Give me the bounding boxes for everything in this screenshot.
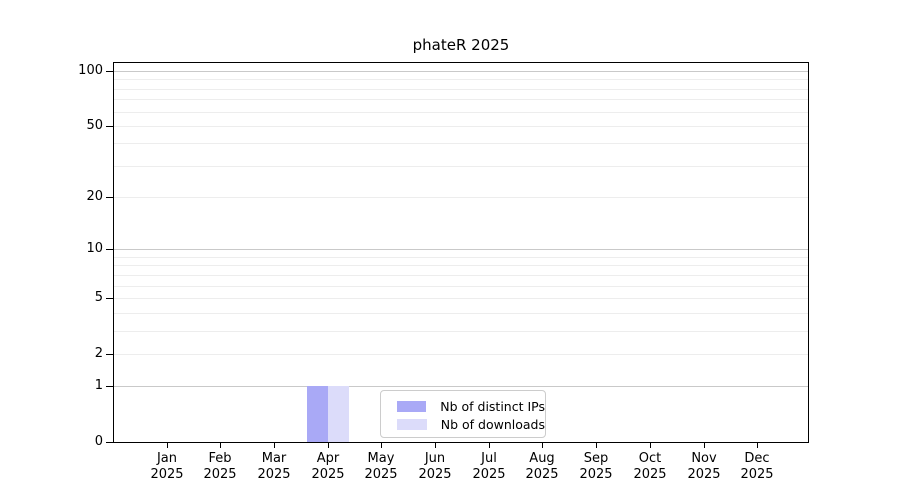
y-tick-label: 10 [86,241,103,256]
y-tick [106,386,113,387]
x-tick-month: Sep [583,451,609,466]
x-tick-month: Oct [638,451,662,466]
gridline-major [114,71,808,72]
gridline-major [114,386,808,387]
legend: Nb of distinct IPs Nb of downloads [380,390,546,438]
x-tick-label-jan: Jan 2025 [135,451,199,483]
gridline-minor [114,89,808,90]
gridline-major [114,249,808,250]
x-tick [167,443,168,448]
gridline-minor [114,286,808,287]
x-tick-label-sep: Sep 2025 [564,451,628,483]
y-tick [106,442,113,443]
x-tick-year: 2025 [150,467,184,482]
x-tick-month: Jul [481,451,497,466]
x-tick [704,443,705,448]
legend-row: Nb of distinct IPs [397,397,545,415]
x-tick [489,443,490,448]
gridline-minor [114,298,808,299]
y-tick [106,71,113,72]
x-tick [596,443,597,448]
x-tick-label-oct: Oct 2025 [618,451,682,483]
x-tick-month: Nov [691,451,717,466]
x-tick-label-nov: Nov 2025 [672,451,736,483]
x-tick-label-apr: Apr 2025 [296,451,360,483]
y-tick [106,298,113,299]
bar-nb-of-distinct-ips-apr [307,386,328,442]
gridline-minor [114,99,808,100]
x-tick-year: 2025 [311,467,345,482]
y-tick [106,249,113,250]
x-tick [542,443,543,448]
x-tick-month: Jan [156,451,178,466]
x-tick [381,443,382,448]
x-tick-year: 2025 [257,467,291,482]
x-tick-label-jul: Jul 2025 [457,451,521,483]
y-tick [106,354,113,355]
legend-label: Nb of distinct IPs [440,398,545,414]
x-tick-year: 2025 [418,467,452,482]
x-tick-label-feb: Feb 2025 [188,451,252,483]
x-tick-year: 2025 [687,467,721,482]
x-tick [274,443,275,448]
gridline-minor [114,112,808,113]
x-tick [220,443,221,448]
x-tick-year: 2025 [364,467,398,482]
x-tick-year: 2025 [740,467,774,482]
x-tick [757,443,758,448]
x-tick-label-jun: Jun 2025 [403,451,467,483]
gridline-minor [114,275,808,276]
gridline-minor [114,143,808,144]
x-tick-label-dec: Dec 2025 [725,451,789,483]
x-tick-month: May [367,451,395,466]
gridline-minor [114,331,808,332]
legend-label: Nb of downloads [440,416,545,432]
y-tick [106,197,113,198]
x-tick-label-mar: Mar 2025 [242,451,306,483]
y-tick-label: 1 [94,378,103,393]
x-tick [328,443,329,448]
x-tick-year: 2025 [633,467,667,482]
legend-swatch-nb-of-distinct-ips [397,400,427,412]
x-tick [435,443,436,448]
x-tick-label-aug: Aug 2025 [510,451,574,483]
gridline-minor [114,257,808,258]
y-tick-label: 20 [86,189,103,204]
y-tick-label: 5 [94,290,103,305]
gridline-minor [114,197,808,198]
gridline-minor [114,79,808,80]
y-tick-label: 0 [94,434,103,449]
plot-area [113,62,809,443]
gridline-minor [114,265,808,266]
gridline-minor [114,166,808,167]
x-tick-year: 2025 [525,467,559,482]
bar-nb-of-downloads-apr [328,386,349,442]
gridline-minor [114,126,808,127]
x-tick-label-may: May 2025 [349,451,413,483]
y-tick-label: 2 [94,346,103,361]
legend-row: Nb of downloads [397,415,545,433]
gridline-minor [114,354,808,355]
x-tick-year: 2025 [203,467,237,482]
legend-swatch-nb-of-downloads [397,418,427,430]
chart-title: phateR 2025 [412,36,510,54]
x-tick-month: Apr [316,451,340,466]
x-tick-year: 2025 [472,467,506,482]
gridline-minor [114,313,808,314]
y-tick-label: 50 [86,118,103,133]
x-tick-year: 2025 [579,467,613,482]
x-tick-month: Jun [424,451,446,466]
x-tick-month: Mar [261,451,287,466]
x-tick-month: Aug [529,451,555,466]
y-tick [106,126,113,127]
y-tick-label: 100 [78,63,103,78]
x-tick [650,443,651,448]
x-tick-month: Feb [208,451,232,466]
x-tick-month: Dec [744,451,770,466]
